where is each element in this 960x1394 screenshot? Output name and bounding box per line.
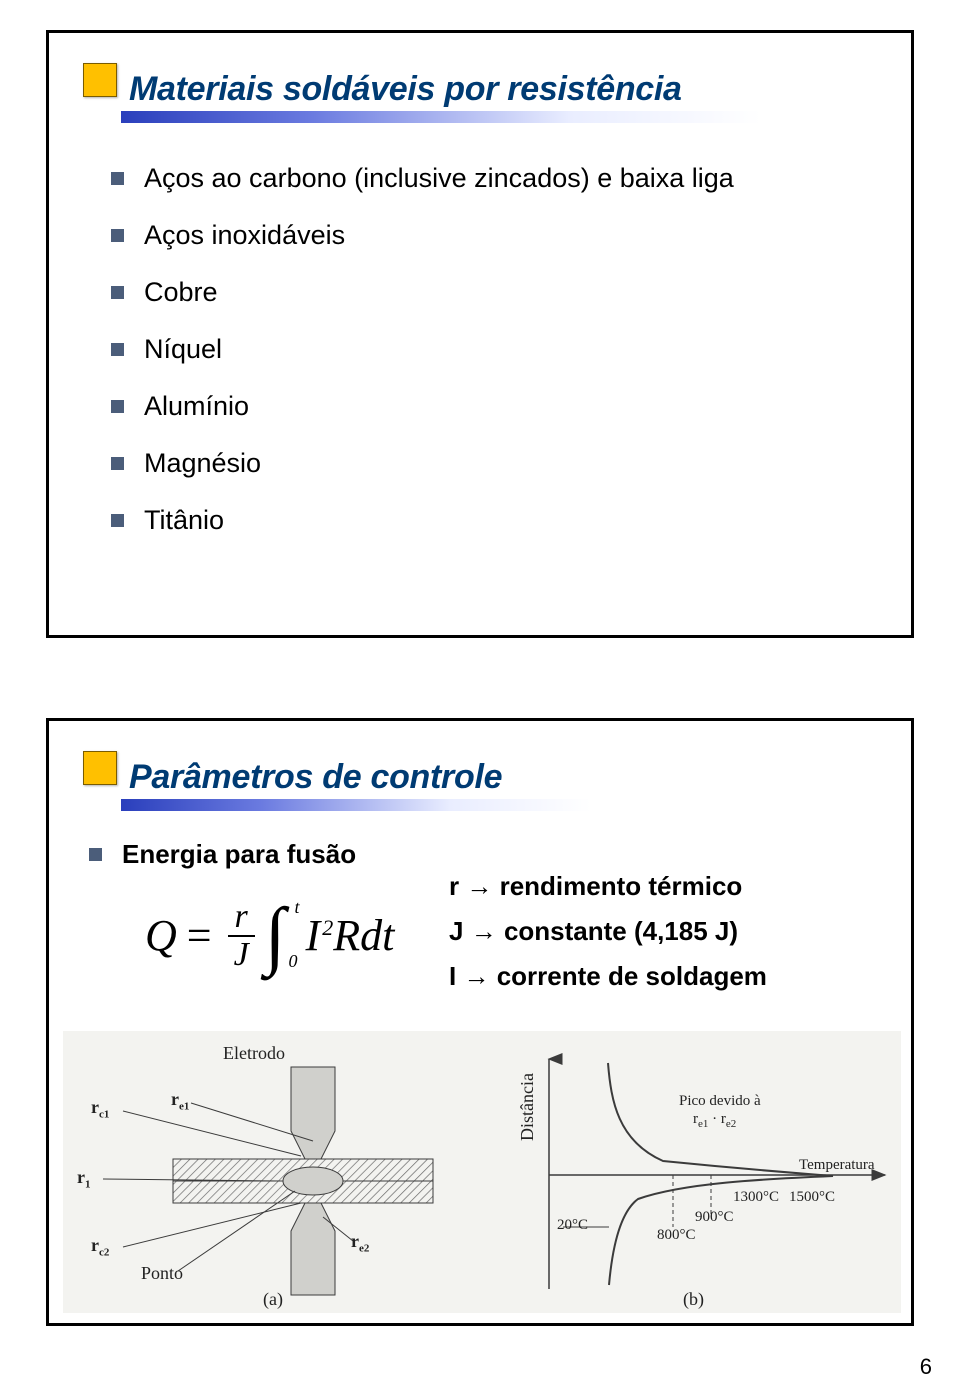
integrand: I2Rdt — [306, 910, 395, 961]
label-pico-sub: re1 · re2 — [693, 1111, 736, 1130]
title-bullet-icon — [83, 63, 117, 97]
frac-den: J — [228, 937, 255, 973]
frac-num: r — [229, 899, 254, 935]
legend-block: r → rendimento térmico J → constante (4,… — [449, 871, 889, 1006]
square-bullet-icon — [111, 229, 124, 242]
slide-materiais: Materiais soldáveis por resistência Aços… — [46, 30, 914, 638]
label-distancia: Distância — [517, 1073, 538, 1141]
bullet-text: Alumínio — [144, 391, 249, 422]
welding-diagram: Eletrodo rc1 re1 r1 rc2 re2 Ponto (a) Di… — [63, 1031, 901, 1313]
bullet-text: Aços inoxidáveis — [144, 220, 345, 251]
list-item: Aços ao carbono (inclusive zincados) e b… — [111, 163, 851, 194]
label-1300c: 1300°C — [733, 1189, 779, 1206]
square-bullet-icon — [111, 400, 124, 413]
label-rc1: rc1 — [91, 1097, 109, 1121]
fraction: r J — [228, 899, 255, 972]
list-item: Aços inoxidáveis — [111, 220, 851, 251]
label-pico: Pico devido à — [679, 1093, 761, 1110]
section-energia: Energia para fusão — [89, 839, 356, 870]
legend-text: corrente de soldagem — [497, 961, 767, 991]
list-item: Níquel — [111, 334, 851, 365]
legend-text: rendimento térmico — [500, 871, 743, 901]
integral-icon: t ∫ 0 — [265, 903, 286, 968]
bullet-text: Titânio — [144, 505, 224, 536]
title-underline — [121, 111, 761, 123]
legend-sym: J — [449, 916, 463, 946]
legend-sym: I — [449, 961, 456, 991]
square-bullet-icon — [111, 343, 124, 356]
label-panel-b: (b) — [683, 1289, 704, 1310]
square-bullet-icon — [89, 848, 102, 861]
list-item: Alumínio — [111, 391, 851, 422]
legend-row: J → constante (4,185 J) — [449, 916, 889, 947]
diagram-svg — [63, 1031, 901, 1313]
bullet-text: Cobre — [144, 277, 218, 308]
integral-upper: t — [295, 897, 300, 918]
legend-sym: r — [449, 871, 459, 901]
label-rc2: rc2 — [91, 1235, 109, 1259]
slide-parametros: Parâmetros de controle Energia para fusã… — [46, 718, 914, 1326]
bullet-text: Níquel — [144, 334, 222, 365]
integral-lower: 0 — [289, 951, 298, 972]
formula-heat: Q = r J t ∫ 0 I2Rdt — [145, 899, 394, 972]
list-item: Titânio — [111, 505, 851, 536]
list-item: Magnésio — [111, 448, 851, 479]
arrow-icon: → — [463, 961, 489, 991]
arrow-icon: → — [471, 916, 497, 946]
page-number: 6 — [920, 1354, 932, 1380]
list-item: Cobre — [111, 277, 851, 308]
legend-row: r → rendimento térmico — [449, 871, 889, 902]
slide2-title: Parâmetros de controle — [129, 758, 502, 797]
formula-Q: Q — [145, 910, 177, 961]
bullet-list: Aços ao carbono (inclusive zincados) e b… — [111, 163, 851, 562]
legend-row: I → corrente de soldagem — [449, 961, 889, 992]
bullet-text: Magnésio — [144, 448, 261, 479]
section-label: Energia para fusão — [122, 839, 356, 870]
integrand-Rdt: Rdt — [333, 911, 394, 960]
label-800c: 800°C — [657, 1227, 696, 1244]
square-bullet-icon — [111, 457, 124, 470]
label-panel-a: (a) — [263, 1289, 283, 1310]
integrand-I: I — [306, 911, 321, 960]
square-bullet-icon — [111, 286, 124, 299]
label-re2: re2 — [351, 1231, 369, 1255]
slide1-title: Materiais soldáveis por resistência — [129, 70, 682, 109]
label-re1: re1 — [171, 1089, 189, 1113]
legend-text: constante (4,185 J) — [504, 916, 738, 946]
integrand-exp: 2 — [322, 915, 333, 940]
panel-a — [103, 1067, 433, 1295]
title-bullet-icon — [83, 751, 117, 785]
label-20c: 20°C — [557, 1217, 588, 1234]
square-bullet-icon — [111, 514, 124, 527]
label-temperatura: Temperatura — [799, 1157, 875, 1174]
label-900c: 900°C — [695, 1209, 734, 1226]
arrow-icon: → — [466, 871, 492, 901]
title-underline — [121, 799, 591, 811]
bullet-text: Aços ao carbono (inclusive zincados) e b… — [144, 163, 734, 194]
label-1500c: 1500°C — [789, 1189, 835, 1206]
label-ponto: Ponto — [141, 1263, 183, 1284]
title-block: Materiais soldáveis por resistência — [83, 63, 682, 109]
title-block: Parâmetros de controle — [83, 751, 502, 797]
equals-sign: = — [187, 910, 212, 961]
label-eletrodo: Eletrodo — [223, 1043, 285, 1064]
label-r1: r1 — [77, 1167, 91, 1191]
square-bullet-icon — [111, 172, 124, 185]
